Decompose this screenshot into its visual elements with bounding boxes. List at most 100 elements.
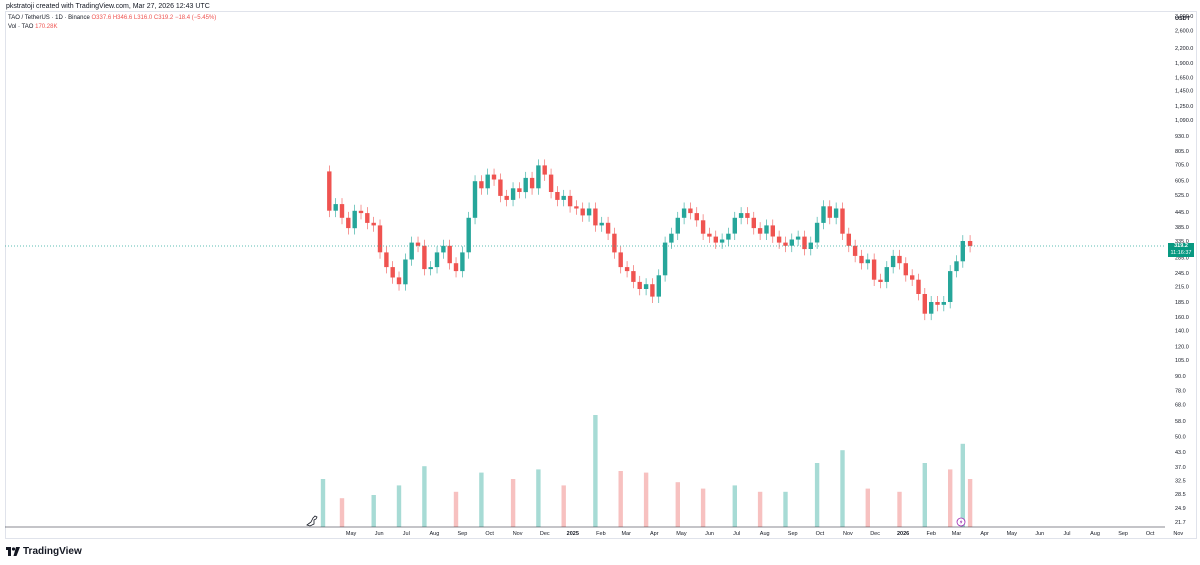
candle-body xyxy=(656,275,661,297)
candle-body xyxy=(732,217,737,234)
candle-body xyxy=(631,271,636,282)
time-tick-label: Sep xyxy=(1118,531,1128,537)
price-tick-label: 32.5 xyxy=(1175,479,1186,485)
price-tick-label: 78.0 xyxy=(1175,389,1186,395)
price-tick-label: 160.0 xyxy=(1175,315,1189,321)
candle-body xyxy=(745,213,750,218)
candle-body xyxy=(327,171,332,211)
volume-bar xyxy=(593,415,598,527)
price-tick-label: 2,200.0 xyxy=(1175,46,1193,52)
volume-bar xyxy=(320,479,326,527)
time-tick-label: Sep xyxy=(788,531,798,537)
candle-body xyxy=(643,284,649,289)
candle-body xyxy=(878,279,883,282)
candle-body xyxy=(808,242,813,249)
candle-body xyxy=(751,217,756,229)
price-tick-label: 105.0 xyxy=(1175,358,1189,364)
time-tick-label: Mar xyxy=(952,531,962,537)
candle-body xyxy=(865,259,870,264)
volume-bar xyxy=(536,469,541,527)
volume-bar xyxy=(396,485,402,527)
time-tick-label: Feb xyxy=(926,531,935,537)
price-tick-label: 50.0 xyxy=(1175,434,1186,440)
price-tick-label: 28.5 xyxy=(1175,492,1186,498)
candle-body xyxy=(479,181,484,189)
volume-bar xyxy=(371,495,376,527)
volume-bar xyxy=(840,450,845,527)
candle-body xyxy=(403,259,408,285)
legend-close: C319.2 xyxy=(153,15,174,21)
price-tick-label: 185.0 xyxy=(1175,300,1189,306)
legend-low: L316.0 xyxy=(133,15,153,21)
candle-body xyxy=(624,267,630,272)
candle-body xyxy=(954,261,959,272)
candle-body xyxy=(586,208,592,216)
price-axis[interactable]: 3,000.0 2,600.0 2,200.0 1,900.0 1,650.0 1,450… xyxy=(1175,14,1193,526)
price-tick-label: 58.0 xyxy=(1175,419,1186,425)
price-tick-label: 21.7 xyxy=(1175,520,1186,526)
time-tick-label: Jul xyxy=(403,531,410,537)
candle-body xyxy=(422,245,427,270)
price-tick-label: 140.0 xyxy=(1175,329,1189,335)
candle-body xyxy=(548,174,554,192)
tradingview-brand[interactable]: TradingView xyxy=(6,546,82,557)
candle-body xyxy=(764,225,769,234)
candle-body xyxy=(365,213,370,223)
time-tick-label: Apr xyxy=(650,531,659,537)
candle-body xyxy=(377,225,383,253)
volume-bar xyxy=(757,491,763,527)
time-tick-label: Oct xyxy=(816,531,825,537)
candle-body xyxy=(529,177,535,189)
candle-body xyxy=(352,210,357,229)
candle-body xyxy=(415,242,421,246)
price-axis-currency: USDT xyxy=(1175,16,1191,22)
candle-body xyxy=(922,294,927,314)
price-tick-label: 1,900.0 xyxy=(1175,61,1193,67)
lightning-event-icon[interactable] xyxy=(956,517,966,527)
volume-bar xyxy=(561,485,566,527)
volume-bar xyxy=(643,472,649,527)
price-chart[interactable]: 3,000.0 2,600.0 2,200.0 1,900.0 1,650.0 1,450… xyxy=(5,11,1197,539)
candle-body xyxy=(542,165,547,175)
brand-name: TradingView xyxy=(23,546,82,557)
candle-body xyxy=(770,225,775,237)
candle-body xyxy=(498,179,503,196)
volume-bar xyxy=(865,488,870,527)
candle-body xyxy=(574,206,579,209)
candle-body xyxy=(466,217,471,253)
price-tick-label: 1,450.0 xyxy=(1175,89,1193,95)
candle-body xyxy=(447,245,452,264)
price-tick-label: 930.0 xyxy=(1175,134,1189,140)
time-tick-label: Nov xyxy=(843,531,853,537)
candle-body xyxy=(485,174,490,189)
candle-body xyxy=(948,271,953,302)
price-tick-label: 37.0 xyxy=(1175,465,1186,471)
candle-body xyxy=(567,195,573,207)
price-tick-label: 68.0 xyxy=(1175,403,1186,409)
time-tick-label: May xyxy=(1007,531,1018,537)
candle-body xyxy=(453,263,459,272)
candle-body xyxy=(738,213,744,218)
time-axis[interactable]: May Jun Jul Aug Sep Oct Nov Dec 2025 Feb Mar Apr May… xyxy=(346,531,1184,537)
candle-body xyxy=(840,208,845,234)
candle-body xyxy=(783,242,788,246)
legend-volume-label: Vol · TAO xyxy=(8,24,34,30)
candle-body xyxy=(593,208,598,226)
candle-body xyxy=(580,208,585,216)
time-tick-label: Oct xyxy=(1146,531,1155,537)
volume-bar xyxy=(922,463,927,527)
volume-bar xyxy=(339,498,345,527)
candle-body xyxy=(910,275,915,280)
candle-body xyxy=(555,192,560,200)
time-tick-label: Jun xyxy=(375,531,384,537)
price-tick-label: 245.0 xyxy=(1175,271,1189,277)
chart-attribution: pkstratoji created with TradingView.com,… xyxy=(6,3,210,10)
price-tick-label: 445.0 xyxy=(1175,210,1189,216)
chart-legend[interactable]: TAO / TetherUS · 1D · Binance O337.6 H34… xyxy=(8,14,216,32)
candle-body xyxy=(890,255,896,268)
candle-body xyxy=(897,255,902,264)
price-tick-label: 1,650.0 xyxy=(1175,75,1193,81)
time-tick-label: Nov xyxy=(513,531,523,537)
dino-cursor-icon[interactable] xyxy=(306,515,318,527)
price-tick-label: 3,000.0 xyxy=(1175,14,1193,20)
